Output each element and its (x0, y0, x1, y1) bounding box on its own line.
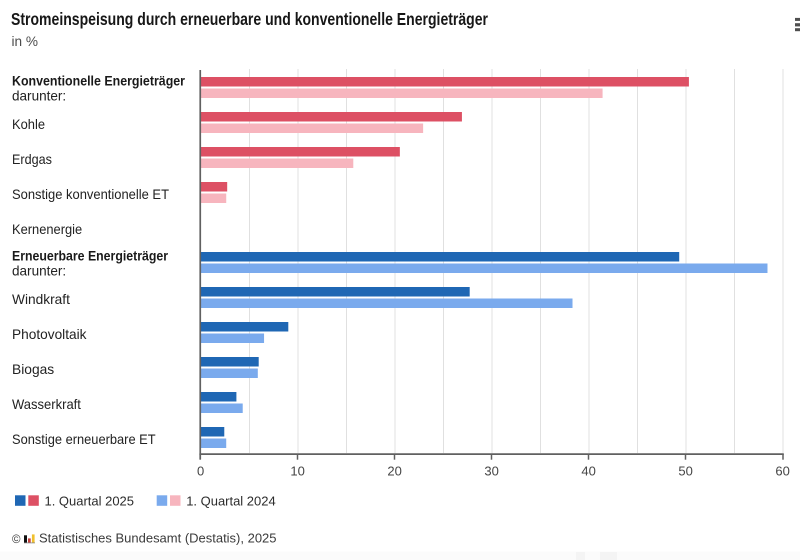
svg-text:in %: in % (12, 33, 39, 49)
svg-text:1. Quartal 2024: 1. Quartal 2024 (186, 494, 276, 509)
svg-text:Windkraft: Windkraft (12, 291, 70, 307)
svg-text:Erdgas: Erdgas (12, 151, 52, 167)
svg-text:1. Quartal 2025: 1. Quartal 2025 (45, 494, 135, 509)
svg-text:30: 30 (484, 464, 498, 479)
svg-text:Konventionelle Energieträger: Konventionelle Energieträger (12, 73, 185, 89)
svg-text:60: 60 (775, 464, 789, 479)
svg-text:10: 10 (290, 464, 304, 479)
svg-text:Wasserkraft: Wasserkraft (12, 396, 81, 412)
svg-text:Sonstige erneuerbare ET: Sonstige erneuerbare ET (12, 431, 156, 447)
svg-text:50: 50 (678, 464, 692, 479)
svg-text:Sonstige konventionelle ET: Sonstige konventionelle ET (12, 186, 169, 202)
svg-text:darunter:: darunter: (12, 88, 66, 104)
svg-text:0: 0 (197, 464, 204, 479)
svg-text:Biogas: Biogas (12, 361, 54, 377)
svg-text:Erneuerbare Energieträger: Erneuerbare Energieträger (12, 248, 168, 264)
svg-text:40: 40 (581, 464, 595, 479)
svg-text:Photovoltaik: Photovoltaik (12, 326, 87, 342)
svg-text:Stromeinspeisung durch erneuer: Stromeinspeisung durch erneuerbare und k… (11, 9, 488, 29)
svg-text:Kernenergie: Kernenergie (12, 221, 82, 237)
svg-text:20: 20 (387, 464, 401, 479)
svg-text:Statistisches Bundesamt (Desta: Statistisches Bundesamt (Destatis), 2025 (39, 531, 277, 546)
svg-text:darunter:: darunter: (12, 263, 66, 279)
svg-text:©: © (12, 534, 21, 546)
svg-text:Kohle: Kohle (12, 116, 45, 132)
